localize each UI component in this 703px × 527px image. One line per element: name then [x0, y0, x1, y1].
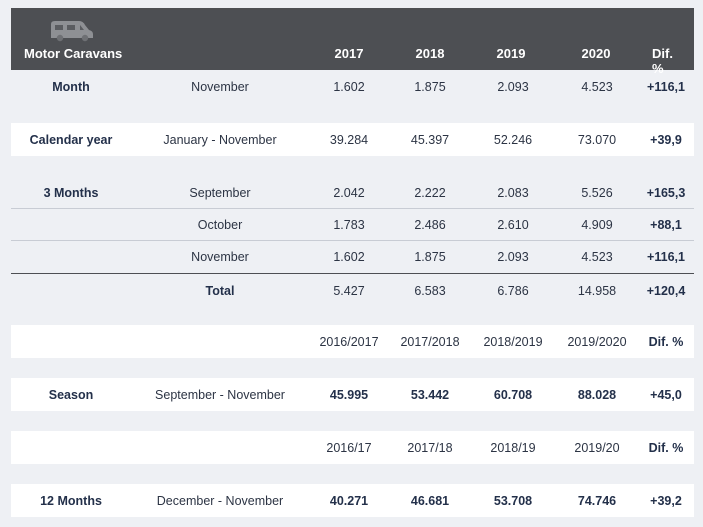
row-label: Calendar year — [29, 133, 113, 147]
three-months-total-row: Total 5.427 6.583 6.786 14.958 +120,4 — [11, 274, 694, 308]
value-dif: +116,1 — [647, 80, 685, 94]
season-period-1: 2016/2017 — [319, 335, 379, 349]
twelve-period-2: 2017/18 — [407, 441, 453, 455]
value-2019: 52.246 — [493, 133, 533, 147]
value-2019: 2.093 — [497, 80, 529, 94]
header-year-2019: 2019 — [496, 46, 526, 61]
value-2019-20: 74.746 — [577, 494, 617, 508]
twelve-period-4: 2019/20 — [574, 441, 620, 455]
header-year-2020: 2020 — [581, 46, 611, 61]
value-2019: 2.093 — [497, 250, 529, 264]
value-2016-17: 40.271 — [329, 494, 369, 508]
twelve-months-header-row: 2016/17 2017/18 2018/19 2019/20 Dif. % — [11, 431, 694, 464]
value-2018: 2.222 — [414, 186, 446, 200]
header-dif: Dif. % — [652, 46, 673, 76]
value-2020: 73.070 — [577, 133, 617, 147]
row-label: 12 Months — [40, 494, 102, 508]
value-2016-2017: 45.995 — [329, 388, 369, 402]
season-header-row: 2016/2017 2017/2018 2018/2019 2019/2020 … — [11, 325, 694, 358]
total-label: Total — [205, 284, 235, 298]
value-2018-2019: 60.708 — [493, 388, 533, 402]
header-year-2018: 2018 — [415, 46, 445, 61]
value-2020: 14.958 — [577, 284, 617, 298]
season-row: Season September - November 45.995 53.44… — [11, 378, 694, 411]
twelve-months-row: 12 Months December - November 40.271 46.… — [11, 484, 694, 517]
twelve-period-1: 2016/17 — [326, 441, 372, 455]
caravan-icon — [51, 21, 93, 42]
value-dif: +39,2 — [650, 494, 682, 508]
value-2017: 1.602 — [333, 250, 365, 264]
value-2019-2020: 88.028 — [577, 388, 617, 402]
value-2018: 45.397 — [410, 133, 450, 147]
calendar-year-row: Calendar year January - November 39.284 … — [11, 123, 694, 156]
row-period: November — [191, 80, 249, 94]
value-dif: +116,1 — [647, 250, 685, 264]
value-2017: 1.602 — [333, 80, 365, 94]
value-2017: 1.783 — [333, 218, 365, 232]
row-period: January - November — [163, 133, 277, 147]
value-2020: 5.526 — [581, 186, 613, 200]
value-dif: +165,3 — [646, 186, 686, 200]
total-divider — [11, 273, 694, 274]
value-dif: +88,1 — [650, 218, 682, 232]
twelve-header-dif: Dif. % — [648, 441, 684, 455]
value-2020: 4.523 — [581, 250, 613, 264]
season-header-dif: Dif. % — [648, 335, 684, 349]
season-period-3: 2018/2019 — [483, 335, 543, 349]
value-2020: 4.523 — [581, 80, 613, 94]
row-divider — [11, 208, 694, 209]
value-dif: +45,0 — [650, 388, 682, 402]
value-2018-19: 53.708 — [493, 494, 533, 508]
value-2019: 2.083 — [497, 186, 529, 200]
value-2019: 2.610 — [497, 218, 529, 232]
value-2018: 6.583 — [414, 284, 446, 298]
value-2017-2018: 53.442 — [410, 388, 450, 402]
value-2018: 1.875 — [414, 250, 446, 264]
header-year-2017: 2017 — [334, 46, 364, 61]
three-months-row-september: 3 Months September 2.042 2.222 2.083 5.5… — [11, 177, 694, 208]
value-2020: 4.909 — [581, 218, 613, 232]
three-months-row-october: October 1.783 2.486 2.610 4.909 +88,1 — [11, 209, 694, 240]
row-label: 3 Months — [43, 186, 99, 200]
row-label: Month — [52, 80, 90, 94]
row-period: September — [189, 186, 251, 200]
table-header: Motor Caravans 2017 2018 2019 2020 Dif. … — [11, 8, 694, 76]
season-period-2: 2017/2018 — [400, 335, 460, 349]
value-2017: 39.284 — [329, 133, 369, 147]
three-months-row-november: November 1.602 1.875 2.093 4.523 +116,1 — [11, 241, 694, 273]
value-2018: 1.875 — [414, 80, 446, 94]
value-2017: 2.042 — [333, 186, 365, 200]
twelve-period-3: 2018/19 — [490, 441, 536, 455]
row-label: Season — [48, 388, 94, 402]
value-2017: 5.427 — [333, 284, 365, 298]
value-dif: +120,4 — [646, 284, 686, 298]
row-period: October — [197, 218, 243, 232]
value-2017-18: 46.681 — [410, 494, 450, 508]
row-period: December - November — [156, 494, 284, 508]
row-divider — [11, 240, 694, 241]
row-period: November — [191, 250, 249, 264]
month-row: Month November 1.602 1.875 2.093 4.523 +… — [11, 70, 694, 104]
value-2018: 2.486 — [414, 218, 446, 232]
row-period: September - November — [155, 388, 285, 402]
value-2019: 6.786 — [497, 284, 529, 298]
season-period-4: 2019/2020 — [567, 335, 627, 349]
table-title: Motor Caravans — [24, 46, 123, 61]
value-dif: +39,9 — [650, 133, 682, 147]
